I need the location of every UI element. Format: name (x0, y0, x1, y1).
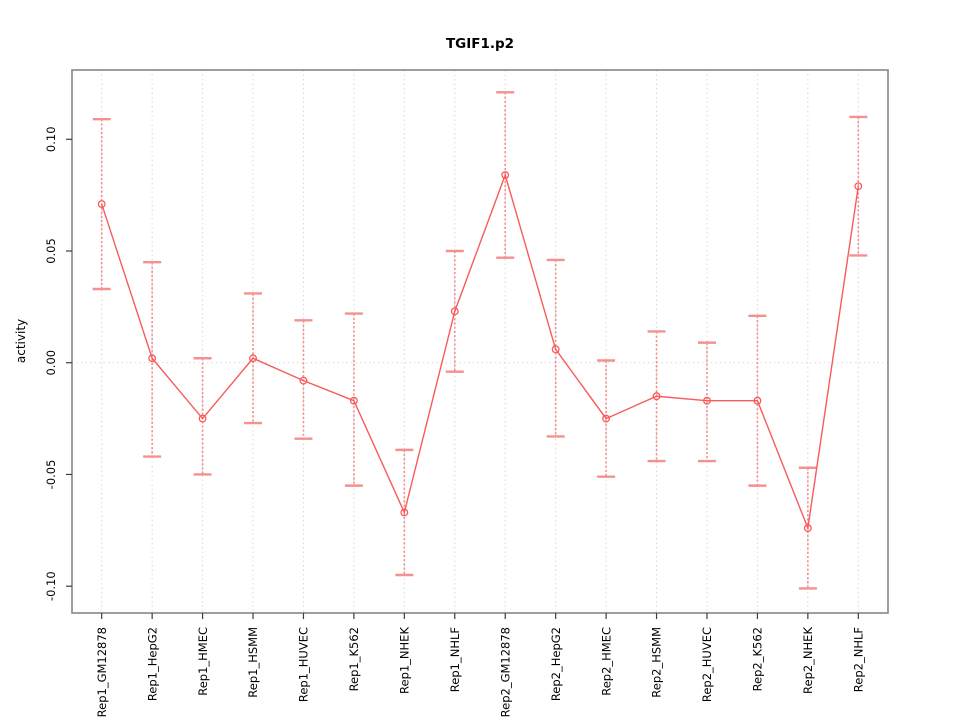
error-bars (92, 91, 868, 590)
data-point-marker (400, 508, 409, 517)
data-point-marker (349, 396, 358, 405)
series-line (101, 172, 859, 531)
data-point-marker (198, 414, 207, 423)
x-category-label: Rep1_NHEK (398, 627, 412, 694)
data-point-marker (501, 171, 510, 179)
x-category-label: Rep2_NHLF (852, 627, 866, 692)
x-category-label: Rep1_HSMM (246, 627, 260, 698)
gridlines (72, 70, 888, 613)
x-category-label: Rep2_HMEC (599, 627, 613, 696)
plot-border (71, 69, 889, 614)
data-point-marker (652, 392, 661, 401)
x-category-label: Rep1_HMEC (196, 627, 210, 696)
data-point-marker (148, 354, 157, 363)
x-category-label: Rep2_GM12878 (498, 627, 512, 717)
plot-frame (71, 69, 889, 614)
x-category-label: Rep2_K562 (751, 627, 765, 691)
y-tick-label: -0.05 (44, 460, 58, 490)
y-tick-label: 0.05 (44, 238, 58, 264)
axis-ticks-and-labels: -0.10 -0.05 0.00 0.05 0.10 Rep1_GM12878 Rep1_H… (44, 126, 866, 717)
data-point-marker (299, 376, 308, 385)
x-category-label: Rep1_GM12878 (95, 627, 109, 717)
x-category-label: Rep1_HUVEC (297, 627, 311, 702)
data-series (97, 171, 863, 533)
x-category-label: Rep1_HepG2 (145, 627, 159, 701)
data-point-marker (703, 396, 711, 405)
chart-title: TGIF1.p2 (446, 36, 514, 52)
x-category-label: Rep1_NHLF (448, 627, 462, 692)
data-point-marker (249, 354, 257, 363)
x-category-label: Rep2_NHEK (801, 627, 815, 694)
y-tick-label: 0.10 (44, 126, 58, 152)
data-point-marker (450, 307, 459, 316)
data-point-marker (551, 345, 560, 354)
data-point-marker (803, 524, 812, 533)
x-category-label: Rep2_HSMM (650, 627, 664, 698)
data-point-marker (753, 396, 762, 405)
y-tick-label: -0.10 (44, 571, 58, 601)
x-category-label: Rep2_HUVEC (700, 627, 714, 702)
x-category-label: Rep1_K562 (347, 627, 361, 691)
y-axis-label: activity (14, 319, 28, 363)
data-point-marker (602, 414, 611, 423)
x-category-label: Rep2_HepG2 (549, 627, 563, 701)
data-point-marker (854, 182, 863, 191)
y-tick-label: 0.00 (44, 350, 58, 376)
data-point-marker (97, 200, 106, 209)
